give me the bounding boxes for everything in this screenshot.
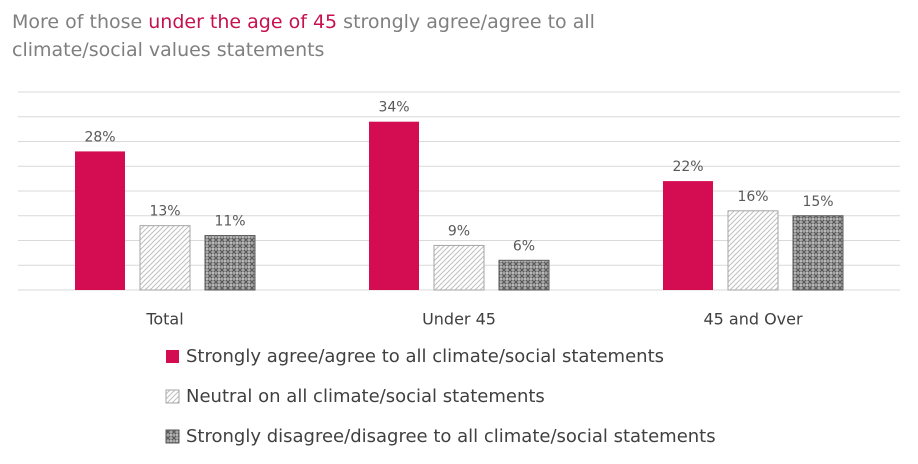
data-label: 34% — [378, 100, 409, 116]
legend-swatch — [165, 429, 180, 444]
title-part: under the age of 45 — [148, 11, 338, 33]
legend-swatch — [165, 389, 180, 404]
bar — [75, 151, 125, 290]
x-tick-label: Total — [145, 310, 183, 329]
bar — [663, 181, 713, 290]
title-part: More of those — [12, 11, 149, 33]
data-label: 13% — [149, 204, 180, 220]
bar — [369, 121, 419, 290]
data-label: 15% — [802, 194, 833, 210]
bar — [792, 215, 844, 291]
title-part: strongly agree/agree to all climate/soci… — [12, 11, 595, 61]
x-tick-label: 45 and Over — [703, 310, 803, 329]
data-label: 16% — [737, 189, 768, 205]
bar — [204, 235, 256, 291]
legend-label: Neutral on all climate/social statements — [186, 386, 545, 407]
bar — [498, 259, 550, 291]
legend-label: Strongly disagree/disagree to all climat… — [186, 426, 716, 447]
chart-title: More of those under the age of 45 strong… — [12, 8, 652, 64]
x-tick-label: Under 45 — [422, 310, 496, 329]
data-label: 6% — [513, 238, 535, 254]
data-label: 11% — [214, 214, 245, 230]
legend-swatch — [166, 350, 179, 363]
bar — [727, 210, 779, 291]
data-label: 22% — [672, 159, 703, 175]
data-label: 9% — [448, 223, 470, 239]
bar — [433, 244, 485, 291]
bar — [139, 225, 191, 291]
data-label: 28% — [84, 129, 115, 145]
legend-label: Strongly agree/agree to all climate/soci… — [186, 346, 664, 367]
